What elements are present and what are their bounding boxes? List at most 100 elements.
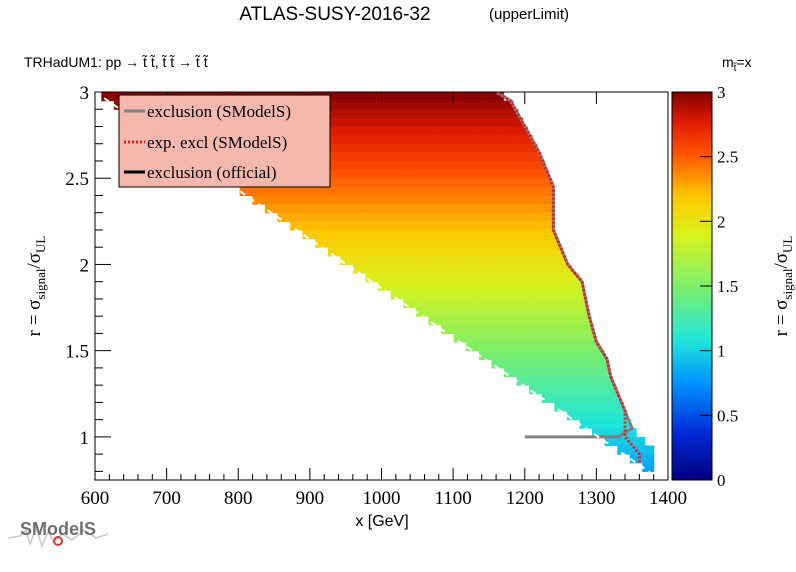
heatmap-cell [424, 92, 433, 102]
heatmap-cell [360, 100, 368, 110]
heatmap-cell [582, 333, 590, 343]
heatmap-cell [410, 152, 418, 162]
heatmap-cell [467, 247, 476, 257]
heatmap-cell [317, 195, 325, 205]
heatmap-cell [467, 186, 476, 197]
heatmap-cell [646, 445, 655, 455]
heatmap-cell [496, 221, 504, 231]
heatmap-cell [424, 290, 433, 300]
heatmap-cell [445, 247, 454, 257]
heatmap-cell [582, 419, 590, 429]
heatmap-cell [467, 117, 476, 128]
heatmap-cell [381, 212, 390, 222]
heatmap-cell [424, 169, 433, 179]
heatmap-cell [374, 186, 383, 197]
heatmap-cell [531, 376, 540, 386]
heatmap-cell [510, 135, 519, 145]
logo-text: SModelS [20, 519, 96, 539]
heatmap-cell [402, 238, 411, 248]
heatmap-cell [402, 178, 411, 188]
heatmap-cell [381, 204, 390, 214]
heatmap-cell [503, 350, 512, 360]
heatmap-cell [431, 212, 440, 222]
heatmap-cell [460, 264, 469, 274]
heatmap-cell [539, 281, 547, 291]
heatmap-cell [424, 264, 433, 274]
heatmap-cell [474, 342, 483, 352]
heatmap-cell [431, 117, 440, 128]
heatmap-cell [481, 247, 490, 257]
heatmap-cell [417, 178, 426, 188]
heatmap-cell [517, 264, 526, 274]
heatmap-cell [610, 402, 619, 412]
heatmap-cell [367, 100, 375, 110]
heatmap-cell [474, 135, 483, 145]
heatmap-cell [467, 160, 476, 171]
heatmap-cell [395, 152, 404, 162]
heatmap-cell [496, 212, 504, 222]
heatmap-cell [309, 212, 318, 222]
svg-text:mt̃=x: mt̃=x [722, 54, 752, 74]
colorbar-tick-label: 0.5 [717, 406, 738, 425]
heatmap-cell [488, 342, 497, 352]
heatmap-cell [488, 152, 497, 162]
heatmap-cell [596, 367, 605, 378]
heatmap-cell [445, 281, 454, 291]
heatmap-cell [503, 117, 512, 128]
heatmap-cell [460, 324, 469, 335]
heatmap-cell [410, 247, 418, 257]
heatmap-cell [517, 324, 526, 335]
heatmap-cell [360, 135, 368, 145]
heatmap-cell [488, 281, 497, 291]
heatmap-cell [453, 255, 461, 266]
heatmap-cell [517, 221, 526, 231]
heatmap-cell [381, 247, 390, 257]
heatmap-cell [467, 229, 476, 240]
heatmap-cell [524, 333, 533, 343]
heatmap-cell [560, 342, 569, 352]
heatmap-cell [481, 195, 490, 205]
heatmap-cell [488, 160, 497, 171]
heatmap-cell [474, 204, 483, 214]
heatmap-cell [510, 342, 519, 352]
heatmap-cell [481, 169, 490, 179]
heatmap-cell [503, 169, 512, 179]
heatmap-cell [431, 186, 440, 197]
heatmap-cell [438, 117, 447, 128]
heatmap-cell [589, 385, 597, 395]
heatmap-cell [481, 298, 490, 309]
heatmap-cell [453, 204, 461, 214]
heatmap-cell [438, 290, 447, 300]
heatmap-cell [438, 229, 447, 240]
heatmap-cell [274, 195, 282, 205]
heatmap-cell [503, 152, 512, 162]
heatmap-cell [539, 247, 547, 257]
heatmap-cell [388, 152, 397, 162]
heatmap-cell [331, 221, 340, 231]
heatmap-cell [295, 212, 304, 222]
heatmap-cell [431, 255, 440, 266]
heatmap-cell [417, 264, 426, 274]
heatmap-cell [531, 169, 540, 179]
heatmap-cell [524, 273, 533, 283]
heatmap-cell [388, 169, 397, 179]
heatmap-cell [388, 160, 397, 171]
heatmap-cell [338, 238, 347, 248]
heatmap-cell [474, 255, 483, 266]
heatmap-cell [345, 143, 354, 153]
heatmap-cell [517, 126, 526, 136]
heatmap-cell [553, 333, 562, 343]
heatmap-cell [395, 135, 404, 145]
heatmap-cell [345, 160, 354, 171]
heatmap-cell [453, 117, 461, 128]
heatmap-cell [474, 169, 483, 179]
heatmap-cell [503, 273, 512, 283]
heatmap-cell [589, 350, 597, 360]
heatmap-cell [589, 342, 597, 352]
heatmap-cell [503, 359, 512, 369]
heatmap-cell [453, 238, 461, 248]
heatmap-cell [424, 143, 433, 153]
heatmap-cell [338, 178, 347, 188]
heatmap-cell [474, 307, 483, 317]
heatmap-cell [410, 100, 418, 110]
